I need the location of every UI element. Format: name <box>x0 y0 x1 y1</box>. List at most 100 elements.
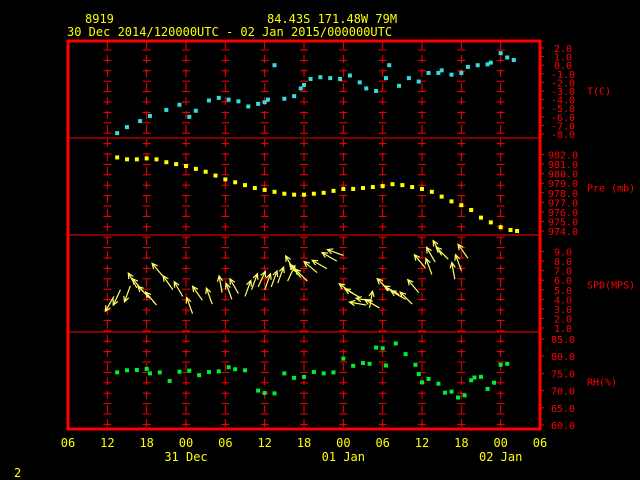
temperature-point <box>292 94 297 99</box>
wind-arrow-head <box>252 272 259 280</box>
wind-arrow <box>162 274 174 291</box>
pressure-point <box>213 173 218 178</box>
pressure-point <box>420 186 424 191</box>
panel-label: RH(%) <box>587 378 617 389</box>
wind-arrow <box>277 265 285 284</box>
wind-arrow-head <box>457 243 464 251</box>
y-tick-label: 1.0 <box>554 53 572 64</box>
temperature-point <box>206 98 211 103</box>
y-tick-label: 975.0 <box>548 217 578 228</box>
humidity-point <box>413 362 418 367</box>
pressure-point <box>184 164 188 169</box>
date-label: 01 Jan <box>322 450 365 464</box>
humidity-point <box>498 362 503 367</box>
humidity-point <box>403 352 408 357</box>
time-period: 30 Dec 2014/120000UTC - 02 Jan 2015/0000… <box>67 25 392 39</box>
y-tick-label: 980.0 <box>548 170 578 181</box>
y-tick-label: 4.0 <box>554 295 572 306</box>
station-location: 84.43S 171.48W 79M <box>267 12 397 26</box>
wind-arrow-shaft <box>426 247 436 263</box>
x-tick-label: 18 <box>454 436 468 450</box>
wind-arrow-head <box>288 263 296 271</box>
wind-arrow-head <box>205 286 212 295</box>
wind-arrow-head <box>326 248 334 255</box>
pressure-point <box>341 186 346 191</box>
y-tick-label: -6.0 <box>551 113 575 124</box>
humidity-point <box>351 363 356 368</box>
humidity-point <box>292 375 297 380</box>
wind-arrow <box>343 288 361 298</box>
wind-arrow <box>425 246 436 263</box>
wind-arrow <box>257 270 266 288</box>
humidity-point <box>393 341 398 346</box>
panel-labels: T(C) Pre (mb) SPD(MPS) RH(%) <box>587 87 635 389</box>
wind-arrow-head <box>432 239 439 247</box>
temperature-point <box>308 76 313 81</box>
pressure-point <box>390 182 395 187</box>
temperature-point <box>364 86 369 91</box>
wind-arrow <box>112 289 121 307</box>
temperature-point <box>426 70 431 75</box>
y-tick-label: 976.0 <box>548 208 578 219</box>
wind-arrow-head <box>278 265 285 274</box>
wind-arrow-shaft <box>229 278 239 294</box>
wind-arrow <box>123 285 131 304</box>
wind-arrow-head <box>173 280 180 288</box>
y-tick-label: 60.0 <box>551 421 575 432</box>
humidity-point <box>492 380 497 385</box>
wind-arrow-shaft <box>303 261 318 274</box>
y-tick-label: 7.0 <box>554 267 572 278</box>
temperature-point <box>236 99 241 104</box>
pressure-point <box>223 177 228 182</box>
wind-arrow-shaft <box>225 283 233 300</box>
page-number: 2 <box>14 466 21 480</box>
wind-arrow-head <box>127 271 134 280</box>
x-tick-label: 12 <box>257 436 271 450</box>
temperature-point <box>439 68 444 73</box>
temperature-point <box>357 80 362 85</box>
pressure-point <box>134 157 139 162</box>
pressure-point <box>243 183 247 188</box>
wind-arrow-shaft <box>399 291 413 305</box>
wind-arrow <box>399 291 413 305</box>
wind-arrow <box>250 272 259 290</box>
pressure-point <box>252 186 257 190</box>
temperature-point <box>505 55 510 60</box>
temperature-point <box>459 70 464 75</box>
humidity-point <box>380 346 385 351</box>
pressure-point <box>282 191 287 196</box>
humidity-point <box>426 376 431 381</box>
humidity-point <box>197 373 202 378</box>
temperature-point <box>147 113 152 118</box>
wind-arrow-shaft <box>321 252 338 262</box>
panel-label: Pre (mb) <box>587 184 635 195</box>
wind-arrow-head <box>338 283 346 290</box>
grid <box>103 41 505 429</box>
wind-arrow-head <box>354 296 363 303</box>
temperature-point <box>272 63 277 68</box>
pressure-point <box>361 186 365 190</box>
y-tick-label: -1.0 <box>551 70 575 81</box>
x-tick-label: 00 <box>493 436 507 450</box>
humidity-point <box>272 391 277 396</box>
wind-arrow-shaft <box>425 258 433 275</box>
humidity-point <box>144 366 149 371</box>
wind-arrow-shaft <box>145 291 157 306</box>
humidity-point <box>479 374 483 379</box>
x-tick-label: 12 <box>415 436 429 450</box>
y-tick-label: 70.0 <box>551 387 575 398</box>
wind-arrow-shaft <box>376 278 390 292</box>
wind-arrow-head <box>425 246 432 254</box>
wind-arrow-shaft <box>264 273 272 290</box>
wind-arrow-head <box>343 288 352 295</box>
wind-arrow <box>136 285 151 299</box>
wind-arrow-head <box>272 269 279 277</box>
wind-arrow-shaft <box>104 296 115 312</box>
temperature-point <box>397 83 402 88</box>
humidity-point <box>420 380 424 385</box>
temperature-point <box>347 73 352 78</box>
pressure-point <box>125 157 129 162</box>
temperature-point <box>193 108 198 113</box>
temperature-point <box>216 95 221 100</box>
wind-arrow-head <box>424 257 431 265</box>
